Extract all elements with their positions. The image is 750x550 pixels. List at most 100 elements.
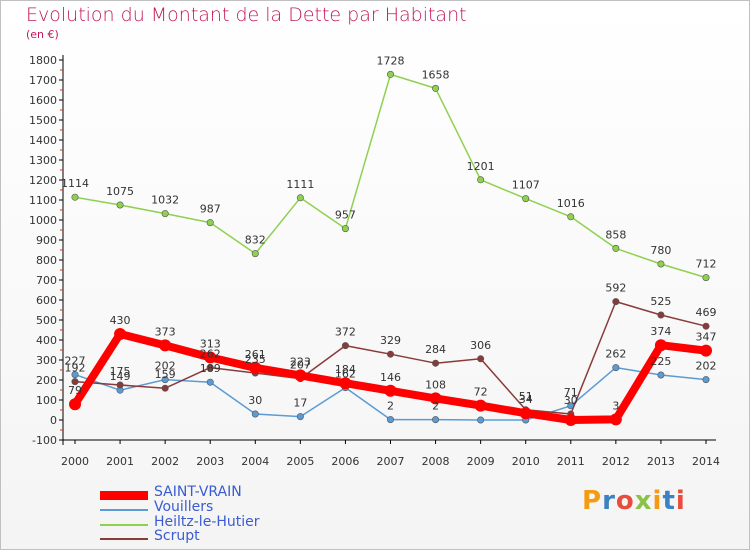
x-tick-label: 2001 bbox=[106, 455, 134, 468]
y-tick-label: 1400 bbox=[29, 134, 57, 147]
data-point bbox=[251, 410, 259, 418]
chart-subtitle: (en €) bbox=[26, 28, 59, 41]
data-label: 592 bbox=[605, 282, 626, 295]
data-label: 189 bbox=[200, 362, 221, 375]
data-point bbox=[612, 244, 620, 252]
x-tick-label: 2010 bbox=[512, 455, 540, 468]
y-tick-label: 100 bbox=[36, 394, 57, 407]
data-label: 235 bbox=[245, 353, 266, 366]
data-label: 3 bbox=[612, 399, 619, 412]
x-tick-label: 2009 bbox=[467, 455, 495, 468]
data-point bbox=[206, 378, 214, 386]
data-point bbox=[567, 213, 575, 221]
data-label: 17 bbox=[293, 397, 307, 410]
data-label: 1728 bbox=[377, 54, 405, 67]
data-point bbox=[657, 371, 665, 379]
data-label: 1658 bbox=[422, 68, 450, 81]
data-point bbox=[296, 413, 304, 421]
data-point bbox=[204, 351, 217, 364]
data-point bbox=[519, 407, 532, 420]
data-point bbox=[429, 392, 442, 405]
y-tick-label: 800 bbox=[36, 254, 57, 267]
logo-letter: i bbox=[675, 486, 686, 516]
data-point bbox=[702, 322, 710, 330]
x-tick-label: 2011 bbox=[557, 455, 585, 468]
data-point bbox=[477, 355, 485, 363]
x-tick-label: 2008 bbox=[422, 455, 450, 468]
legend-label-vouillers: Vouillers bbox=[154, 499, 214, 515]
data-label: 1016 bbox=[557, 197, 585, 210]
data-label: 162 bbox=[335, 368, 356, 381]
legend-label-scrupt: Scrupt bbox=[154, 528, 200, 544]
x-tick-label: 2003 bbox=[196, 455, 224, 468]
data-label: 225 bbox=[650, 355, 671, 368]
data-label: 780 bbox=[650, 244, 671, 257]
data-label: 227 bbox=[65, 355, 86, 368]
data-point bbox=[657, 311, 665, 319]
legend-swatch-saint-vrain bbox=[100, 491, 148, 500]
data-label: 1032 bbox=[151, 194, 179, 207]
data-label: 146 bbox=[380, 371, 401, 384]
data-point bbox=[609, 413, 622, 426]
data-label: 34 bbox=[519, 393, 533, 406]
x-tick-label: 2000 bbox=[61, 455, 89, 468]
data-label: 184 bbox=[335, 363, 356, 376]
data-label: 347 bbox=[696, 331, 717, 344]
data-point bbox=[477, 176, 485, 184]
proxiti-logo: Proxiti bbox=[582, 486, 686, 516]
x-tick-label: 2006 bbox=[331, 455, 359, 468]
data-label: 202 bbox=[155, 360, 176, 373]
data-point bbox=[612, 364, 620, 372]
y-tick-label: 1800 bbox=[29, 54, 57, 67]
data-label: 223 bbox=[290, 355, 311, 368]
data-point bbox=[339, 377, 352, 390]
data-point bbox=[341, 225, 349, 233]
data-point bbox=[612, 298, 620, 306]
logo-letter: r bbox=[602, 486, 616, 516]
data-label: 30 bbox=[564, 394, 578, 407]
data-point bbox=[251, 250, 259, 258]
data-point bbox=[161, 384, 169, 392]
data-label: 2 bbox=[432, 400, 439, 413]
y-tick-label: 600 bbox=[36, 294, 57, 307]
data-label: 1201 bbox=[467, 160, 495, 173]
y-tick-label: 900 bbox=[36, 234, 57, 247]
data-point bbox=[71, 371, 79, 379]
y-tick-label: 0 bbox=[50, 414, 57, 427]
data-label: 1111 bbox=[286, 178, 314, 191]
data-point bbox=[161, 376, 169, 384]
data-point bbox=[341, 342, 349, 350]
data-label: 469 bbox=[696, 306, 717, 319]
data-label: 1114 bbox=[61, 177, 89, 190]
data-point bbox=[159, 339, 172, 352]
data-point bbox=[71, 193, 79, 201]
y-tick-label: 200 bbox=[36, 374, 57, 387]
data-label: 30 bbox=[248, 394, 262, 407]
legend-label-saint-vrain: SAINT-VRAIN bbox=[154, 484, 242, 500]
data-point bbox=[206, 364, 214, 372]
data-point bbox=[702, 274, 710, 282]
data-label: 71 bbox=[564, 386, 578, 399]
data-point bbox=[700, 344, 712, 357]
logo-letter: o bbox=[615, 486, 635, 516]
data-label: 1107 bbox=[512, 179, 540, 192]
data-label: 430 bbox=[110, 314, 131, 327]
data-label: 313 bbox=[200, 337, 221, 350]
data-point bbox=[386, 416, 394, 424]
data-label: 372 bbox=[335, 326, 356, 339]
x-tick-label: 2005 bbox=[286, 455, 314, 468]
data-label: 192 bbox=[65, 362, 86, 375]
data-label: 261 bbox=[245, 348, 266, 361]
logo-letter: t bbox=[662, 486, 676, 516]
data-point bbox=[432, 359, 440, 367]
legend-label-heiltz: Heiltz-le-Hutier bbox=[154, 514, 260, 530]
legend-swatch-scrupt bbox=[100, 538, 148, 540]
data-point bbox=[522, 195, 530, 203]
data-point bbox=[477, 416, 485, 424]
y-tick-label: 1000 bbox=[29, 214, 57, 227]
data-label: 525 bbox=[650, 295, 671, 308]
data-label: 1075 bbox=[106, 185, 134, 198]
x-tick-label: 2012 bbox=[602, 455, 630, 468]
